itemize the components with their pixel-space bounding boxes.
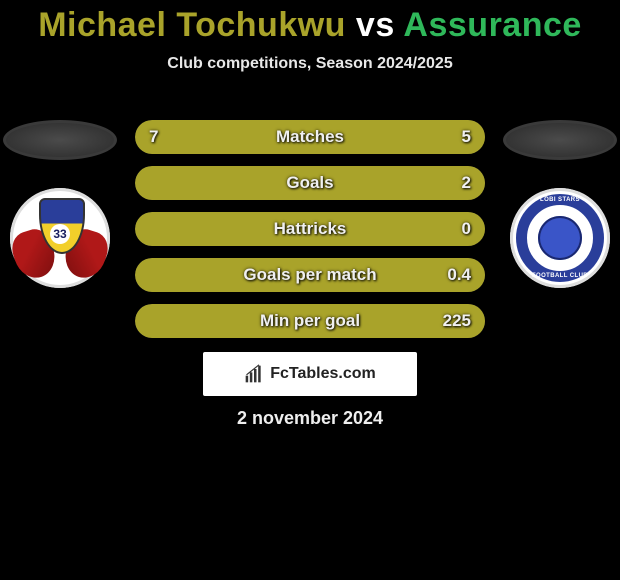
bar-label: Goals bbox=[135, 166, 485, 200]
bar-value-right: 0 bbox=[462, 212, 471, 246]
bar-row: 7Matches5 bbox=[135, 120, 485, 154]
bar-row: Hattricks0 bbox=[135, 212, 485, 246]
bar-row: Min per goal225 bbox=[135, 304, 485, 338]
bar-row: Goals2 bbox=[135, 166, 485, 200]
left-player-slot bbox=[3, 120, 117, 160]
bar-value-right: 225 bbox=[443, 304, 471, 338]
bar-label: Matches bbox=[135, 120, 485, 154]
bar-row: Goals per match0.4 bbox=[135, 258, 485, 292]
player2-name: Assurance bbox=[403, 6, 581, 44]
date-label: 2 november 2024 bbox=[0, 408, 620, 429]
crest-text-bottom: FOOTBALL CLUB bbox=[514, 273, 606, 279]
bar-value-right: 0.4 bbox=[447, 258, 471, 292]
bar-label: Goals per match bbox=[135, 258, 485, 292]
bar-label: Min per goal bbox=[135, 304, 485, 338]
branding-box: FcTables.com bbox=[203, 352, 417, 396]
crest-text-top: LOBI STARS bbox=[514, 197, 606, 203]
lobi-stars-crest: LOBI STARS FOOTBALL CLUB bbox=[514, 192, 606, 284]
right-club-badge: LOBI STARS FOOTBALL CLUB bbox=[510, 188, 610, 288]
left-club-column: 33 bbox=[0, 120, 120, 288]
comparison-card: Michael Tochukwu vs Assurance Club compe… bbox=[0, 0, 620, 580]
remo-stars-crest: 33 bbox=[16, 194, 104, 282]
left-club-badge: 33 bbox=[10, 188, 110, 288]
right-club-column: LOBI STARS FOOTBALL CLUB bbox=[500, 120, 620, 288]
vs-word: vs bbox=[356, 6, 395, 44]
bar-label: Hattricks bbox=[135, 212, 485, 246]
comparison-bars: 7Matches5 Goals2 Hattricks0 Goals per match… bbox=[135, 120, 485, 338]
crest-ball-icon bbox=[538, 216, 582, 260]
fctables-logo-icon bbox=[244, 364, 264, 384]
bar-value-right: 2 bbox=[462, 166, 471, 200]
right-player-slot bbox=[503, 120, 617, 160]
crest-number: 33 bbox=[50, 224, 70, 244]
subtitle: Club competitions, Season 2024/2025 bbox=[0, 55, 620, 73]
branding-text: FcTables.com bbox=[270, 365, 376, 383]
player1-name: Michael Tochukwu bbox=[38, 6, 346, 44]
bar-value-right: 5 bbox=[462, 120, 471, 154]
page-title: Michael Tochukwu vs Assurance bbox=[0, 0, 620, 45]
